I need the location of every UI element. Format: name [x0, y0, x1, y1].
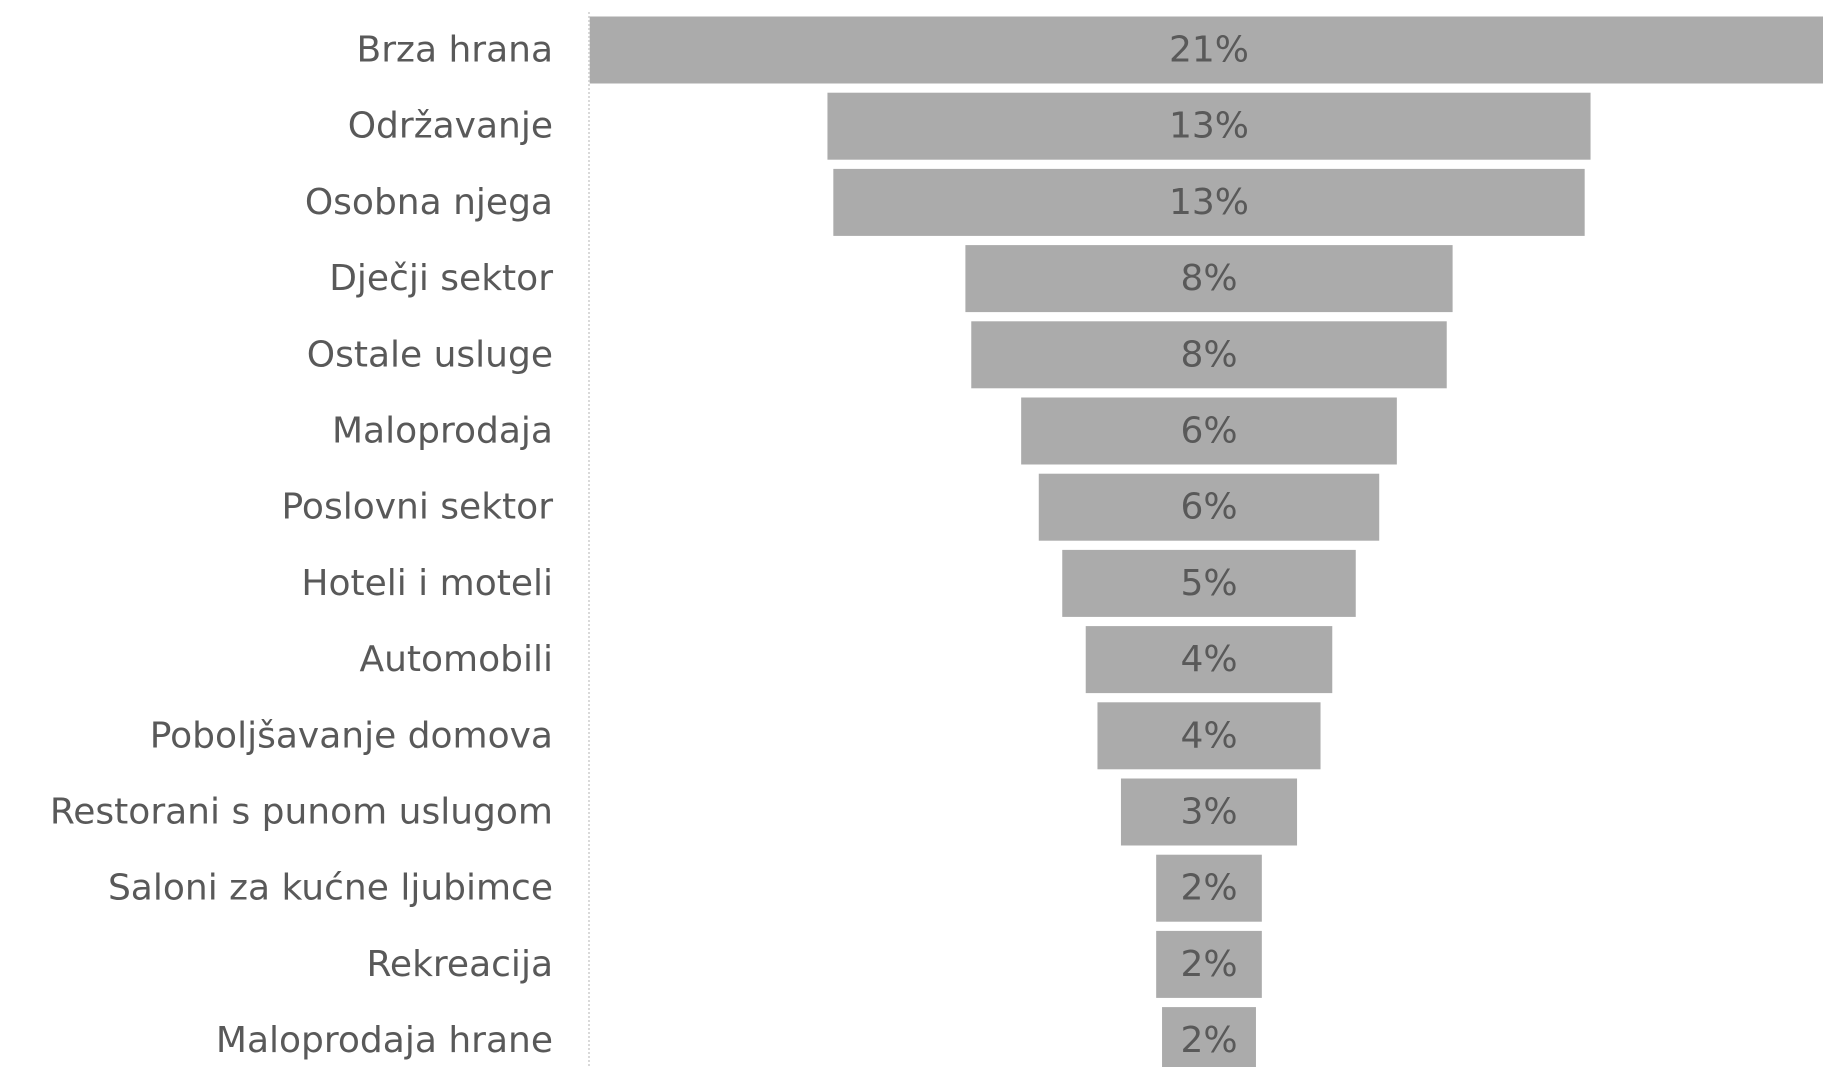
funnel-bar [971, 321, 1447, 389]
funnel-bar [833, 168, 1585, 236]
data-label: 13% [1169, 106, 1249, 147]
funnel-bar [1120, 778, 1298, 846]
category-label: Restorani s punom uslugom [50, 792, 553, 833]
funnel-bar [589, 16, 1823, 84]
funnel-bar [827, 92, 1591, 160]
data-label: 5% [1180, 563, 1237, 604]
data-label: 2% [1180, 868, 1237, 909]
category-label: Rekreacija [367, 944, 553, 985]
funnel-bar [965, 245, 1453, 313]
data-label: 13% [1169, 182, 1249, 223]
funnel-bar [1021, 397, 1397, 465]
funnel-bar [1097, 702, 1321, 770]
category-label: Automobili [359, 639, 553, 680]
funnel-bar [1062, 549, 1356, 617]
data-label: 2% [1180, 944, 1237, 985]
data-label: 4% [1180, 639, 1237, 680]
category-label: Maloprodaja hrane [216, 1020, 553, 1061]
category-label: Maloprodaja [332, 411, 553, 452]
funnel-bar [1156, 930, 1262, 998]
category-label: Poslovni sektor [282, 487, 554, 528]
data-label: 6% [1180, 487, 1237, 528]
data-label: 8% [1180, 258, 1237, 299]
category-label: Brza hrana [357, 30, 553, 71]
category-label: Hoteli i moteli [301, 563, 553, 604]
funnel-bar [1162, 1007, 1256, 1067]
data-label: 6% [1180, 411, 1237, 452]
category-label: Održavanje [348, 106, 553, 147]
category-label: Ostale usluge [307, 334, 553, 375]
data-label: 8% [1180, 334, 1237, 375]
data-label: 4% [1180, 715, 1237, 756]
data-label: 21% [1169, 30, 1249, 71]
funnel-bar [1156, 854, 1262, 922]
funnel-bar [1038, 473, 1380, 541]
category-label: Saloni za kućne ljubimce [108, 868, 553, 909]
data-label: 3% [1180, 792, 1237, 833]
data-label: 2% [1180, 1020, 1237, 1061]
funnel-bar [1085, 626, 1333, 694]
category-label: Osobna njega [305, 182, 553, 223]
category-label: Dječji sektor [329, 258, 553, 299]
category-label: Poboljšavanje domova [150, 715, 553, 756]
